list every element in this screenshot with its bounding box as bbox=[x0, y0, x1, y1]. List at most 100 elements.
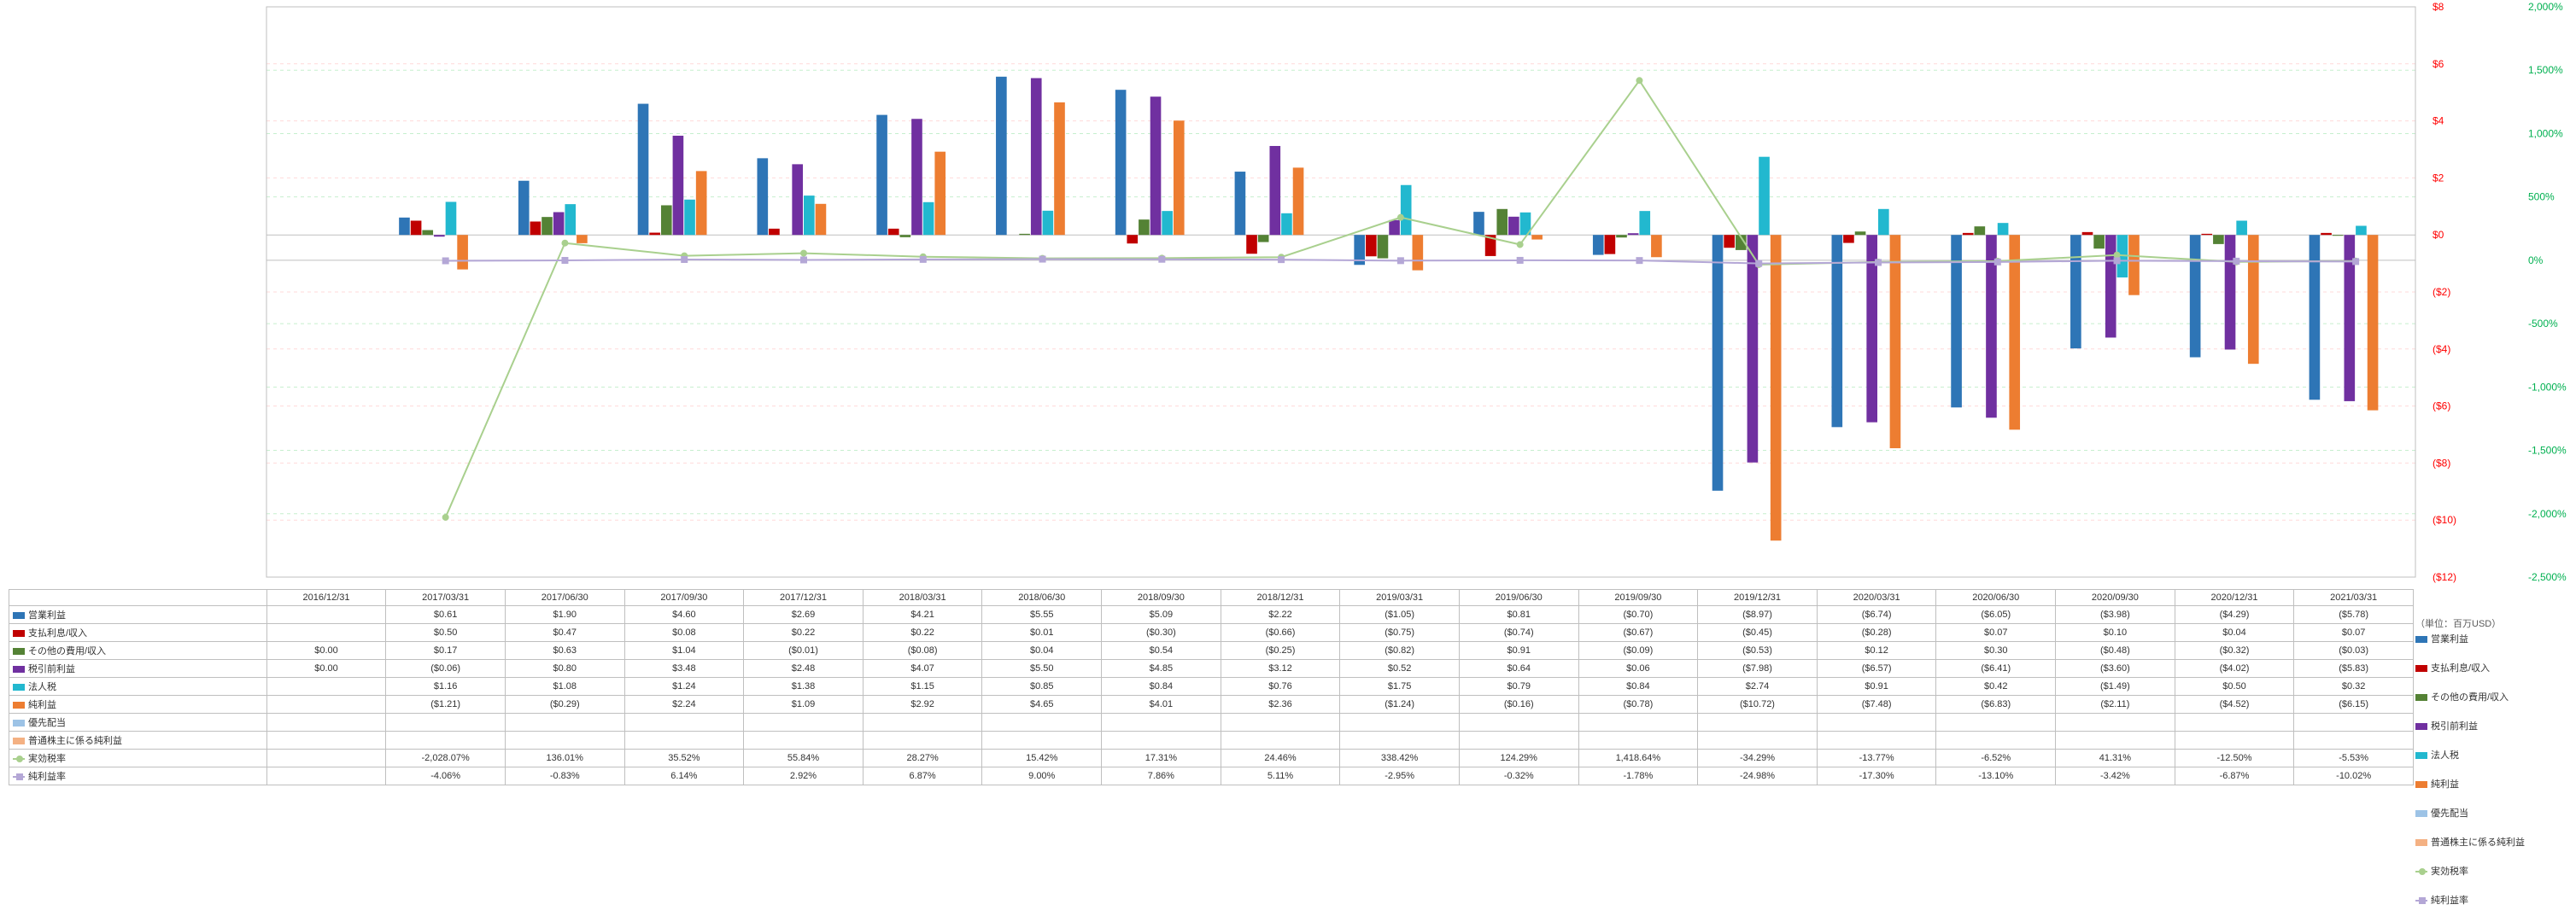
row-label-tax: 法人税 bbox=[9, 678, 267, 696]
cell-npm: 6.14% bbox=[624, 767, 744, 785]
period-header: 2021/03/31 bbox=[2294, 590, 2414, 606]
bar-net bbox=[1890, 235, 1901, 448]
cell-net: $2.36 bbox=[1221, 696, 1340, 714]
cell-com bbox=[744, 732, 864, 750]
cell-pref bbox=[1102, 714, 1221, 732]
bar-oth bbox=[2093, 235, 2105, 248]
bar-oth bbox=[1139, 219, 1150, 235]
cell-oth: ($0.32) bbox=[2175, 642, 2294, 660]
cell-etr: 24.46% bbox=[1221, 750, 1340, 767]
svg-text:($12): ($12) bbox=[2433, 571, 2456, 583]
bar-pbt bbox=[2105, 235, 2116, 337]
cell-oth: ($0.08) bbox=[863, 642, 982, 660]
cell-pbt: ($3.60) bbox=[2056, 660, 2175, 678]
cell-pbt: $5.50 bbox=[982, 660, 1102, 678]
period-header: 2018/03/31 bbox=[863, 590, 982, 606]
bar-net bbox=[696, 171, 707, 235]
cell-npm: 2.92% bbox=[744, 767, 864, 785]
data-table: 2016/12/312017/03/312017/06/302017/09/30… bbox=[9, 589, 2414, 785]
bar-pbt bbox=[553, 212, 565, 235]
cell-net: ($4.52) bbox=[2175, 696, 2294, 714]
bar-pbt bbox=[2225, 235, 2236, 349]
legend-etr: 実効税率 bbox=[2415, 864, 2573, 891]
bar-int bbox=[1366, 235, 1377, 256]
cell-pbt: $0.64 bbox=[1459, 660, 1578, 678]
cell-etr: 15.42% bbox=[982, 750, 1102, 767]
cell-pref bbox=[1221, 714, 1340, 732]
legend-npm: 純利益率 bbox=[2415, 893, 2573, 920]
cell-int: $0.10 bbox=[2056, 624, 2175, 642]
period-header: 2019/06/30 bbox=[1459, 590, 1578, 606]
cell-pbt: ($7.98) bbox=[1698, 660, 1818, 678]
cell-pbt: ($0.06) bbox=[386, 660, 506, 678]
cell-int: $0.04 bbox=[2175, 624, 2294, 642]
bar-pbt bbox=[1389, 220, 1400, 235]
bar-tax bbox=[1401, 185, 1412, 235]
cell-etr: 55.84% bbox=[744, 750, 864, 767]
bar-int bbox=[2321, 233, 2332, 235]
cell-net: ($1.24) bbox=[1340, 696, 1460, 714]
bar-tax bbox=[2236, 221, 2247, 236]
bar-net bbox=[1054, 102, 1065, 235]
cell-int: ($0.67) bbox=[1578, 624, 1698, 642]
cell-op: ($0.70) bbox=[1578, 606, 1698, 624]
bar-net bbox=[1293, 167, 1304, 235]
cell-npm: 9.00% bbox=[982, 767, 1102, 785]
cell-npm: -0.83% bbox=[505, 767, 624, 785]
period-header: 2018/12/31 bbox=[1221, 590, 1340, 606]
cell-net: ($2.11) bbox=[2056, 696, 2175, 714]
bar-net bbox=[934, 152, 946, 236]
period-header: 2020/09/30 bbox=[2056, 590, 2175, 606]
svg-text:1,000%: 1,000% bbox=[2528, 127, 2563, 139]
bar-pbt bbox=[792, 164, 803, 235]
bar-tax bbox=[1998, 223, 2009, 235]
cell-op: $2.69 bbox=[744, 606, 864, 624]
cell-com bbox=[1340, 732, 1460, 750]
bar-oth bbox=[900, 235, 911, 237]
bar-op bbox=[2310, 235, 2321, 400]
period-header: 2017/03/31 bbox=[386, 590, 506, 606]
cell-pbt: $4.85 bbox=[1102, 660, 1221, 678]
cell-tax: $0.42 bbox=[1936, 678, 2056, 696]
bar-tax bbox=[565, 204, 576, 235]
cell-pbt: $0.06 bbox=[1578, 660, 1698, 678]
cell-pref bbox=[1578, 714, 1698, 732]
cell-int: $0.07 bbox=[2294, 624, 2414, 642]
legend-int: 支払利息/収入 bbox=[2415, 661, 2573, 688]
bar-op bbox=[876, 115, 887, 236]
bar-int bbox=[769, 229, 780, 235]
bar-oth bbox=[2333, 235, 2344, 236]
svg-text:1,500%: 1,500% bbox=[2528, 64, 2563, 76]
cell-op: $5.09 bbox=[1102, 606, 1221, 624]
cell-tax: $1.15 bbox=[863, 678, 982, 696]
bar-net bbox=[2128, 235, 2140, 295]
bar-pbt bbox=[1628, 233, 1639, 235]
cell-tax: ($1.49) bbox=[2056, 678, 2175, 696]
cell-etr: 136.01% bbox=[505, 750, 624, 767]
bar-tax bbox=[684, 200, 695, 235]
bar-oth bbox=[661, 205, 672, 235]
svg-text:-500%: -500% bbox=[2528, 318, 2558, 330]
svg-text:$4: $4 bbox=[2433, 115, 2444, 127]
legend-pbt: 税引前利益 bbox=[2415, 719, 2573, 746]
bar-int bbox=[1724, 235, 1735, 248]
period-header: 2020/06/30 bbox=[1936, 590, 2056, 606]
svg-text:$6: $6 bbox=[2433, 58, 2444, 70]
bar-op bbox=[1473, 212, 1484, 235]
cell-oth: $0.12 bbox=[1817, 642, 1936, 660]
bar-tax bbox=[923, 202, 934, 235]
cell-etr: 35.52% bbox=[624, 750, 744, 767]
bar-int bbox=[888, 229, 899, 235]
cell-com bbox=[624, 732, 744, 750]
cell-tax: $0.84 bbox=[1578, 678, 1698, 696]
cell-pbt: $0.00 bbox=[266, 660, 386, 678]
cell-int: $0.22 bbox=[863, 624, 982, 642]
cell-tax: $1.08 bbox=[505, 678, 624, 696]
cell-npm: -3.42% bbox=[2056, 767, 2175, 785]
bar-net bbox=[2248, 235, 2259, 364]
svg-text:-2,500%: -2,500% bbox=[2528, 571, 2567, 583]
cell-oth: ($0.01) bbox=[744, 642, 864, 660]
cell-op: ($8.97) bbox=[1698, 606, 1818, 624]
cell-etr bbox=[266, 750, 386, 767]
svg-text:($4): ($4) bbox=[2433, 343, 2450, 355]
